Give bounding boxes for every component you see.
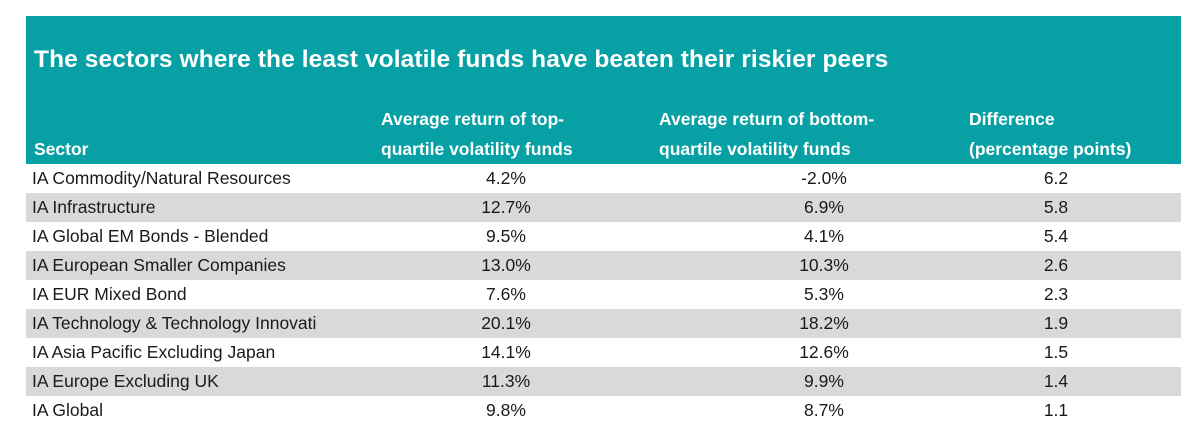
difference-cell: 1.5 bbox=[1043, 342, 1069, 362]
table-row: IA European Smaller Companies 13.0% 10.3% 2… bbox=[26, 251, 1181, 280]
table-header: The sectors where the least volatile fun… bbox=[26, 16, 1181, 164]
top-quartile-cell: 11.3% bbox=[481, 371, 531, 391]
sector-cell: IA Europe Excluding UK bbox=[32, 371, 219, 391]
difference-cell: 1.4 bbox=[1043, 371, 1069, 391]
sector-cell: IA Infrastructure bbox=[32, 197, 156, 217]
difference-cell: 5.8 bbox=[1043, 197, 1069, 217]
bottom-quartile-cell: -2.0% bbox=[801, 168, 847, 188]
top-quartile-cell: 13.0% bbox=[481, 255, 531, 275]
top-quartile-cell: 4.2% bbox=[486, 168, 526, 188]
sector-cell: IA Asia Pacific Excluding Japan bbox=[32, 342, 276, 362]
sector-cell: IA Commodity/Natural Resources bbox=[32, 168, 291, 188]
top-quartile-cell: 9.8% bbox=[486, 400, 526, 420]
top-quartile-cell: 7.6% bbox=[486, 284, 526, 304]
table-row: IA Global 9.8% 8.7% 1.1 bbox=[26, 396, 1181, 425]
table-body: IA Commodity/Natural Resources 4.2% -2.0% 6… bbox=[26, 164, 1181, 425]
table-row: IA EUR Mixed Bond 7.6% 5.3% 2.3 bbox=[26, 280, 1181, 309]
top-quartile-cell: 20.1% bbox=[481, 313, 531, 333]
top-quartile-cell: 14.1% bbox=[481, 342, 531, 362]
difference-cell: 5.4 bbox=[1043, 226, 1069, 246]
difference-cell: 1.1 bbox=[1043, 400, 1069, 420]
table-row: IA Commodity/Natural Resources 4.2% -2.0% 6… bbox=[26, 164, 1181, 193]
sector-cell: IA Technology & Technology Innovati bbox=[32, 313, 317, 333]
bottom-quartile-cell: 12.6% bbox=[799, 342, 849, 362]
sector-cell: IA Global bbox=[32, 400, 104, 420]
bottom-quartile-cell: 18.2% bbox=[799, 313, 849, 333]
column-header-top-quartile: Average return of top- quartile volatili… bbox=[381, 109, 573, 159]
bottom-quartile-cell: 10.3% bbox=[799, 255, 849, 275]
column-header-difference: Difference (percentage points) bbox=[969, 109, 1132, 159]
table-row: IA Technology & Technology Innovati 20.1%… bbox=[26, 309, 1181, 338]
difference-cell: 2.6 bbox=[1043, 255, 1069, 275]
bottom-quartile-cell: 5.3% bbox=[804, 284, 844, 304]
chart-title: The sectors where the least volatile fun… bbox=[34, 46, 889, 73]
bottom-quartile-cell: 6.9% bbox=[804, 197, 844, 217]
returns-table: The sectors where the least volatile fun… bbox=[26, 16, 1181, 425]
difference-cell: 2.3 bbox=[1043, 284, 1069, 304]
top-quartile-cell: 12.7% bbox=[481, 197, 531, 217]
table-row: IA Asia Pacific Excluding Japan 14.1% 12.6… bbox=[26, 338, 1181, 367]
column-header-sector: Sector bbox=[34, 139, 89, 159]
bottom-quartile-cell: 9.9% bbox=[804, 371, 844, 391]
sector-cell: IA Global EM Bonds - Blended bbox=[32, 226, 269, 246]
column-header-bottom-quartile: Average return of bottom- quartile volat… bbox=[659, 109, 875, 159]
table-row: IA Global EM Bonds - Blended 9.5% 4.1% 5.4 bbox=[26, 222, 1181, 251]
sector-cell: IA EUR Mixed Bond bbox=[32, 284, 187, 304]
bottom-quartile-cell: 8.7% bbox=[804, 400, 844, 420]
bottom-quartile-cell: 4.1% bbox=[804, 226, 844, 246]
difference-cell: 6.2 bbox=[1043, 168, 1069, 188]
table-row: IA Infrastructure 12.7% 6.9% 5.8 bbox=[26, 193, 1181, 222]
top-quartile-cell: 9.5% bbox=[486, 226, 526, 246]
table-row: IA Europe Excluding UK 11.3% 9.9% 1.4 bbox=[26, 367, 1181, 396]
sector-cell: IA European Smaller Companies bbox=[32, 255, 286, 275]
difference-cell: 1.9 bbox=[1043, 313, 1069, 333]
